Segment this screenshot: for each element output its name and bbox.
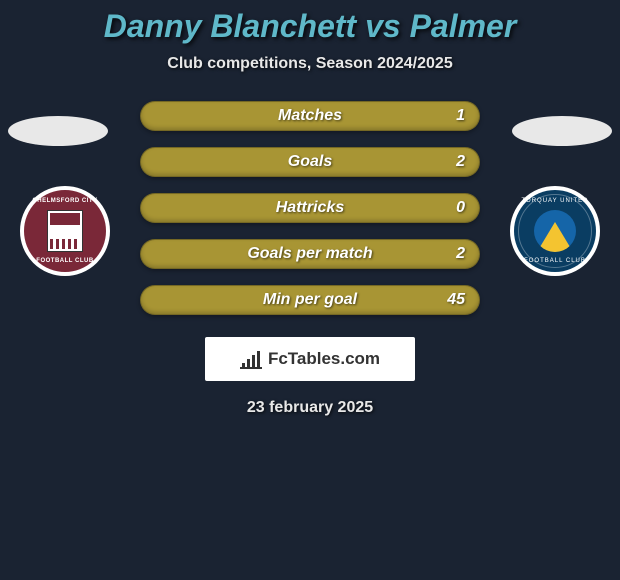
stat-label: Matches xyxy=(278,107,342,125)
stat-bar-hattricks: Hattricks 0 xyxy=(140,193,480,223)
badge-left-text-bottom: FOOTBALL CLUB xyxy=(36,258,93,264)
player-marker-left xyxy=(8,116,108,146)
club-badge-right: TORQUAY UNITED FOOTBALL CLUB xyxy=(510,186,600,276)
badge-right-text-bottom: FOOTBALL CLUB xyxy=(524,258,586,264)
badge-right-text-top: TORQUAY UNITED xyxy=(521,198,588,204)
stat-value: 0 xyxy=(456,199,465,217)
stat-label: Min per goal xyxy=(263,291,357,309)
stat-value: 2 xyxy=(456,153,465,171)
badge-right-mountain-icon xyxy=(534,210,576,252)
stats-list: Matches 1 Goals 2 Hattricks 0 Goals per … xyxy=(140,101,480,315)
date: 23 february 2025 xyxy=(0,399,620,417)
club-badge-right-inner: TORQUAY UNITED FOOTBALL CLUB xyxy=(514,190,596,272)
chart-icon xyxy=(240,349,262,369)
stat-bar-goals: Goals 2 xyxy=(140,147,480,177)
source-logo: FcTables.com xyxy=(205,337,415,381)
stat-value: 2 xyxy=(456,245,465,263)
stat-value: 45 xyxy=(447,291,465,309)
comparison-card: Danny Blanchett vs Palmer Club competiti… xyxy=(0,0,620,417)
badge-left-shield-icon xyxy=(47,210,83,252)
main-area: CHELMSFORD CITY FOOTBALL CLUB TORQUAY UN… xyxy=(0,101,620,315)
stat-label: Hattricks xyxy=(276,199,344,217)
stat-value: 1 xyxy=(456,107,465,125)
stat-bar-matches: Matches 1 xyxy=(140,101,480,131)
stat-bar-goals-per-match: Goals per match 2 xyxy=(140,239,480,269)
badge-left-text-top: CHELMSFORD CITY xyxy=(32,198,97,204)
club-badge-left: CHELMSFORD CITY FOOTBALL CLUB xyxy=(20,186,110,276)
player-marker-right xyxy=(512,116,612,146)
stat-label: Goals per match xyxy=(247,245,372,263)
club-badge-left-inner: CHELMSFORD CITY FOOTBALL CLUB xyxy=(24,190,106,272)
stat-bar-min-per-goal: Min per goal 45 xyxy=(140,285,480,315)
stat-label: Goals xyxy=(288,153,332,171)
logo-text: FcTables.com xyxy=(268,349,380,369)
title: Danny Blanchett vs Palmer xyxy=(0,8,620,45)
subtitle: Club competitions, Season 2024/2025 xyxy=(0,55,620,73)
